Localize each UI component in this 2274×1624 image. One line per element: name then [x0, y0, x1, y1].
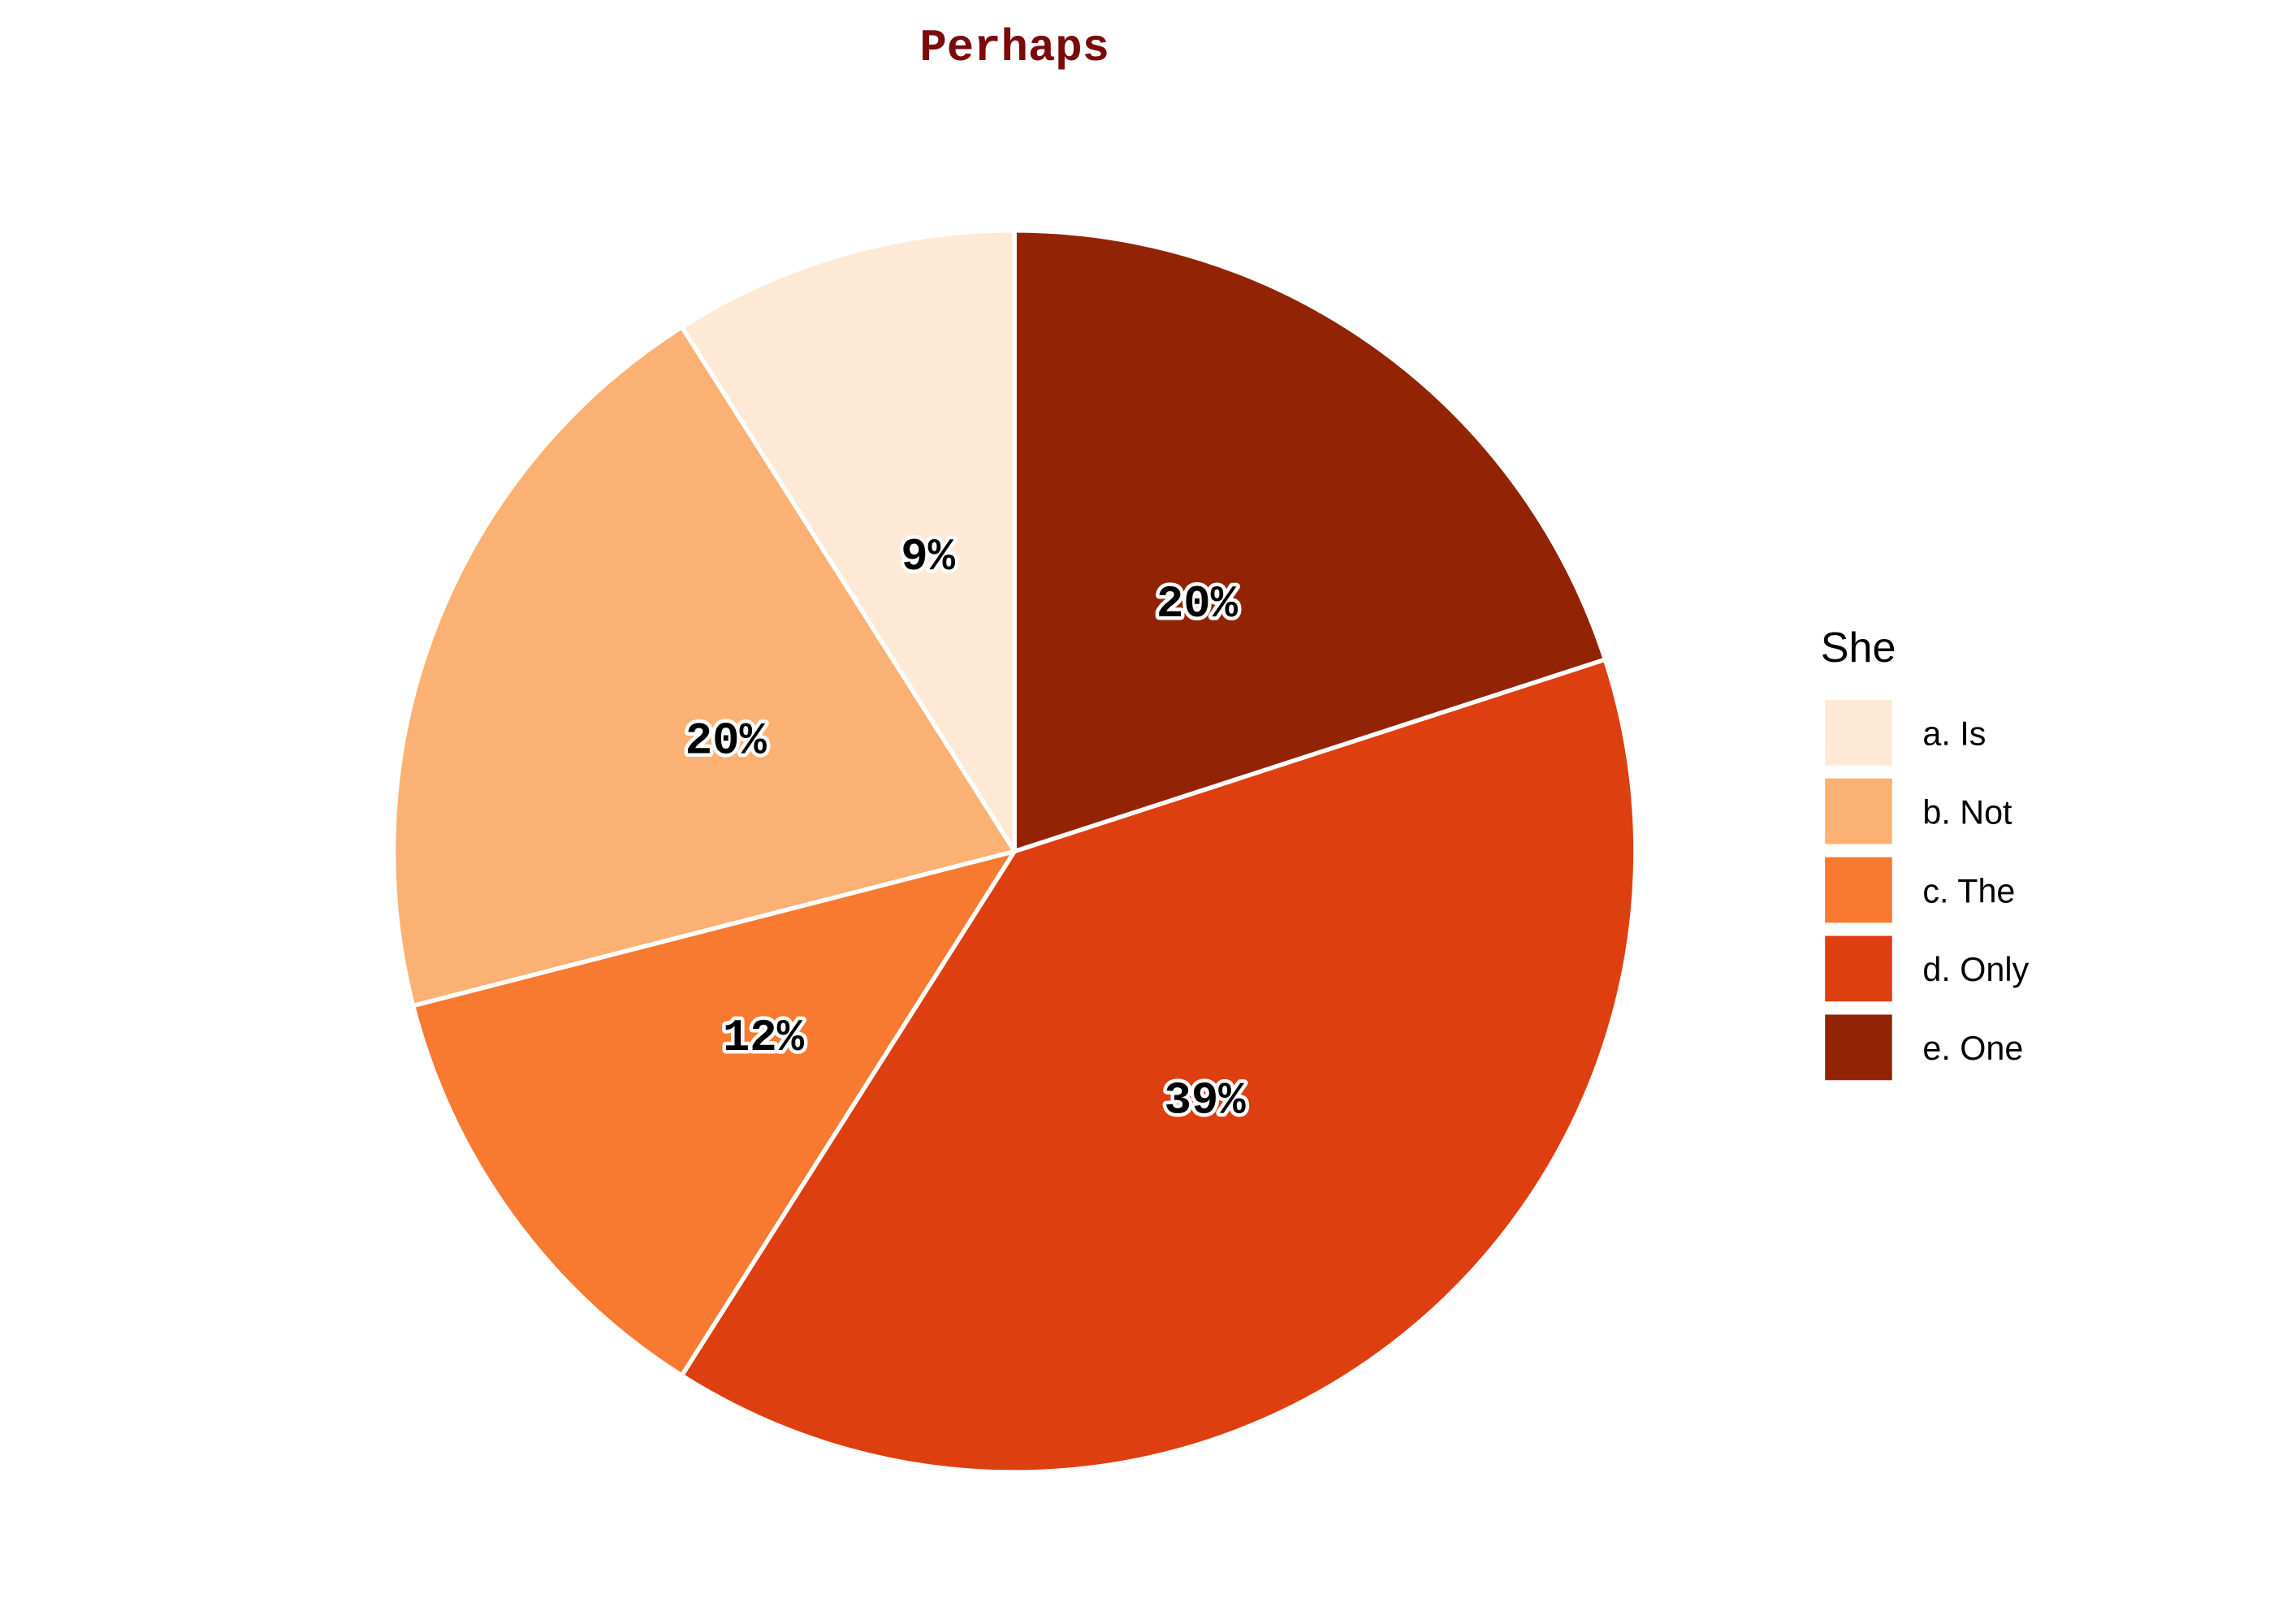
legend-swatch [1825, 1014, 1892, 1081]
pie-slice-one [1012, 228, 1608, 855]
legend-title: She [1821, 624, 1896, 672]
pct-label: 20% [1156, 579, 1239, 630]
legend: She a. Is b. Not c. The d. Only e. One [1821, 624, 2030, 1081]
pie-slices [391, 228, 1638, 1475]
legend-label: e. One [1922, 1030, 2023, 1067]
pct-label: 20% [685, 715, 767, 767]
pct-label: 39% [1164, 1075, 1246, 1126]
legend-swatch [1825, 699, 1892, 766]
pie-slice-the [410, 848, 1020, 1379]
legend-swatch [1825, 857, 1892, 923]
legend-label: b. Not [1922, 793, 2012, 831]
chart-title: Perhaps [919, 23, 1109, 74]
pie-slice-not [391, 324, 1018, 1009]
legend-label: a. Is [1922, 715, 1986, 752]
legend-label: c. The [1922, 872, 2015, 909]
pct-label: 9% [901, 532, 955, 583]
pie-slice-only [678, 656, 1638, 1475]
pie-slice-is [678, 228, 1017, 859]
legend-swatch [1825, 935, 1892, 1002]
legend-label: d. Only [1922, 951, 2029, 988]
legend-swatch [1825, 778, 1892, 844]
pie-labels: 9% 20% 12% 39% 20% [681, 529, 1250, 1130]
pct-label: 12% [723, 1013, 805, 1064]
